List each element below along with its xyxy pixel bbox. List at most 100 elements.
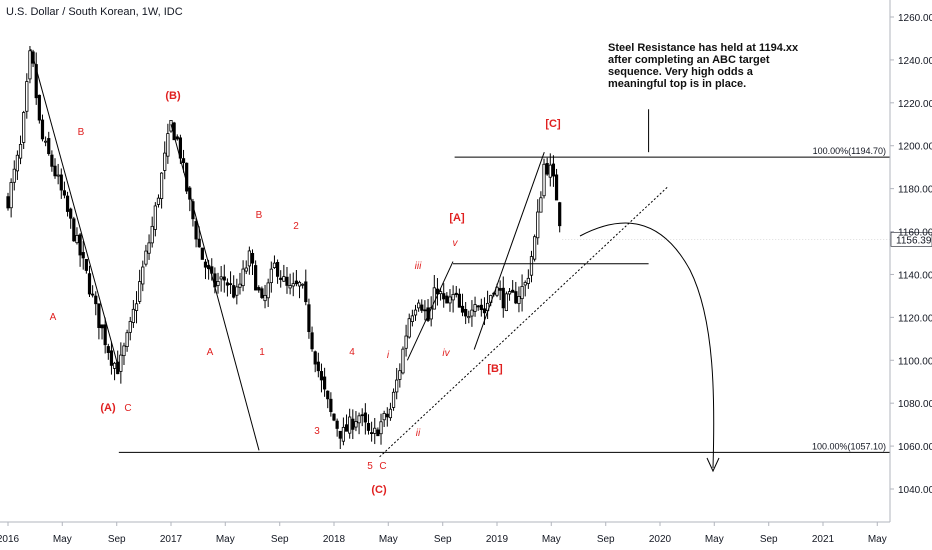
dotted-trend-line <box>379 186 669 458</box>
wave-label: 4 <box>349 347 355 358</box>
wave-label: (B) <box>165 90 181 102</box>
y-tick-label: 1080.00 <box>898 399 932 410</box>
x-tick-label: May <box>705 534 724 545</box>
candle-body <box>310 332 314 350</box>
wave-label: C <box>124 403 131 414</box>
candle-body <box>228 283 233 286</box>
wave-label: B <box>78 127 85 138</box>
candle-body <box>504 293 509 312</box>
x-tick-label: Sep <box>271 534 289 545</box>
wave-label: 2 <box>293 221 299 232</box>
y-tick-label: 1160.00 <box>898 228 932 239</box>
y-axis: 1040.00 1060.00 1080.00 1100.00 1120.00 1140.… <box>889 0 932 522</box>
candle-body <box>194 221 198 240</box>
candle-body <box>9 182 13 209</box>
candle-body <box>426 307 430 321</box>
candle-body <box>451 294 455 301</box>
candle-body <box>15 154 20 172</box>
candle-body <box>219 276 223 280</box>
y-tick-label: 1260.00 <box>898 13 932 24</box>
candle-body <box>482 308 487 314</box>
candle-body <box>56 174 60 177</box>
candle-body <box>398 370 402 380</box>
candle-body <box>511 289 515 293</box>
candle-body <box>514 291 518 304</box>
candle-body <box>134 303 139 311</box>
candle-body <box>373 427 377 434</box>
candle-body <box>254 265 258 291</box>
candle-body <box>144 250 148 265</box>
candle-body <box>84 258 88 271</box>
candle-body <box>542 163 546 197</box>
candle-body <box>81 252 85 259</box>
wave-label: [A] <box>449 212 465 224</box>
candle-body <box>257 287 261 291</box>
candle-body <box>225 282 230 286</box>
candle-body <box>457 293 461 308</box>
wave-label: (A) <box>100 402 116 414</box>
candle-body <box>216 281 220 286</box>
candle-body <box>282 276 286 282</box>
wave-label: v <box>453 238 459 249</box>
candle-body <box>370 432 374 434</box>
candle-body <box>103 324 107 346</box>
candle-body <box>326 390 330 400</box>
candle-body <box>354 421 358 428</box>
wave-label: A <box>50 312 57 323</box>
candle-body <box>360 414 364 417</box>
candle-body <box>94 295 98 305</box>
candle-body <box>529 256 534 276</box>
candle-body <box>59 174 63 191</box>
x-axis: 2016 May Sep 2017 May Sep 2018 May Sep 2019 May Sep… <box>0 521 890 545</box>
candle-body <box>156 197 161 205</box>
candle-body <box>407 318 411 338</box>
candle-body <box>348 416 352 434</box>
candle-body <box>438 291 443 295</box>
candle-body <box>291 283 295 287</box>
candle-body <box>554 174 559 201</box>
candle-body <box>122 345 126 357</box>
x-tick-label: 2018 <box>323 534 346 545</box>
candle-body <box>545 163 549 175</box>
x-tick-label: Sep <box>108 534 126 545</box>
candle-body <box>263 294 267 302</box>
candle-body <box>467 316 471 319</box>
wave-label: 3 <box>314 426 320 437</box>
y-tick-label: 1060.00 <box>898 442 932 453</box>
candle-body <box>22 112 26 143</box>
candle-body <box>322 376 327 390</box>
candle-body <box>401 348 405 374</box>
candle-body <box>112 362 117 369</box>
level-label: 100.00%(1057.10) <box>812 441 886 451</box>
candle-body <box>34 64 38 99</box>
candle-body <box>235 286 239 296</box>
candle-body <box>131 308 135 323</box>
wave-label: [B] <box>487 363 503 375</box>
candle-body <box>181 158 186 164</box>
candle-body <box>87 273 92 295</box>
candle-body <box>517 296 521 304</box>
candle-body <box>329 398 333 413</box>
wave-line <box>170 124 260 451</box>
candle-body <box>232 285 236 298</box>
candle-body <box>72 218 76 242</box>
candle-body <box>37 94 41 121</box>
wave-line <box>30 49 120 369</box>
candle-body <box>247 250 251 267</box>
x-tick-label: Sep <box>760 534 778 545</box>
candle-body <box>533 236 537 260</box>
candle-body <box>269 268 273 284</box>
candle-body <box>128 321 132 333</box>
x-tick-label: May <box>216 534 235 545</box>
candle-body <box>241 268 245 287</box>
candle-body <box>548 164 552 178</box>
y-tick-label: 1040.00 <box>898 485 932 496</box>
candle-body <box>91 293 95 296</box>
candle-body <box>454 292 458 296</box>
candle-body <box>153 205 157 230</box>
candle-body <box>301 283 305 286</box>
x-tick-label: May <box>53 534 72 545</box>
candle-body <box>520 285 524 300</box>
candle-body <box>244 267 248 272</box>
candle-body <box>147 242 151 254</box>
